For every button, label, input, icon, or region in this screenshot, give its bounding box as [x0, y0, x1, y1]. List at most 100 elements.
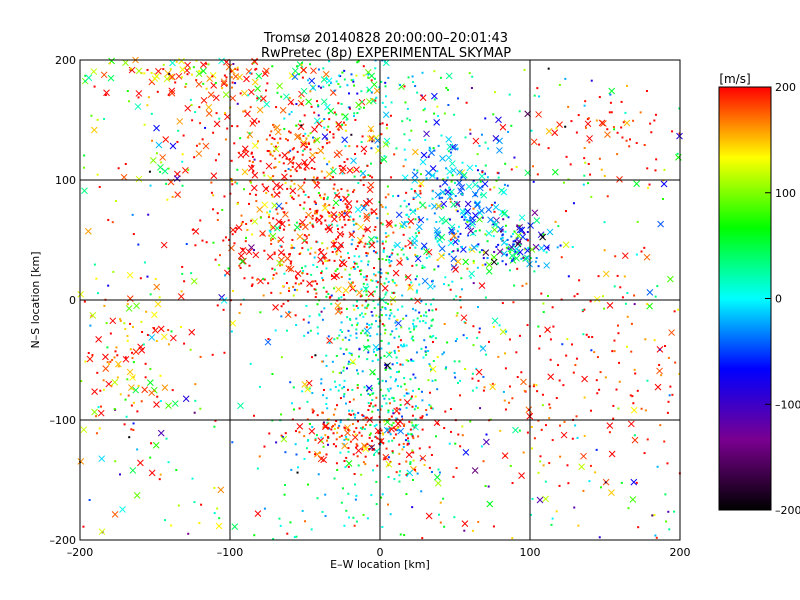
echo-dot — [387, 342, 390, 345]
echo-dot — [555, 397, 558, 400]
echo-dot — [453, 232, 456, 235]
echo-dot — [102, 388, 105, 391]
echo-dot — [380, 133, 383, 136]
echo-dot — [421, 71, 424, 74]
echo-cross — [414, 297, 421, 305]
echo-dot — [410, 358, 413, 361]
echo-dot — [389, 387, 392, 390]
echo-dot — [484, 233, 487, 236]
echo-dot — [414, 418, 417, 421]
echo-dot — [373, 77, 376, 80]
echo-dot — [533, 437, 536, 440]
echo-dot — [313, 256, 316, 259]
echo-dot — [324, 260, 327, 263]
echo-cross — [279, 106, 287, 114]
echo-cross — [218, 57, 225, 65]
echo-dot — [399, 533, 402, 536]
echo-cross — [630, 406, 638, 414]
echo-dot — [309, 329, 312, 332]
echo-dot — [335, 445, 338, 448]
echo-cross — [212, 94, 220, 102]
echo-dot — [302, 279, 305, 282]
echo-dot — [314, 453, 317, 456]
echo-dot — [399, 398, 402, 401]
echo-cross — [154, 300, 162, 308]
echo-dot — [287, 219, 290, 222]
echo-dot — [483, 386, 486, 389]
echo-dot — [616, 131, 619, 134]
echo-dot — [296, 471, 299, 474]
echo-dot — [249, 72, 252, 75]
echo-dot — [351, 324, 354, 327]
echo-cross — [275, 202, 283, 210]
echo-dot — [262, 294, 265, 297]
echo-cross — [308, 156, 316, 164]
echo-dot — [413, 408, 416, 411]
echo-dot — [505, 253, 508, 256]
echo-dot — [381, 223, 384, 226]
echo-dot — [87, 351, 90, 354]
echo-dot — [294, 282, 297, 285]
echo-cross — [200, 61, 207, 69]
echo-dot — [295, 324, 298, 327]
echo-dot — [332, 239, 335, 242]
echo-dot — [365, 307, 368, 310]
echo-dot — [360, 312, 363, 315]
echo-cross — [182, 395, 190, 403]
echo-cross — [322, 70, 330, 78]
echo-dot — [430, 471, 433, 474]
echo-dot — [320, 378, 323, 381]
echo-dot — [613, 350, 616, 353]
echo-dot — [396, 427, 399, 430]
echo-cross — [530, 138, 538, 146]
echo-cross — [85, 74, 93, 82]
echo-dot — [328, 259, 331, 262]
echo-dot — [626, 291, 629, 294]
echo-dot — [589, 173, 592, 176]
echo-dot — [406, 437, 409, 440]
echo-dot — [254, 68, 257, 71]
echo-dot — [185, 82, 188, 85]
echo-dot — [391, 278, 394, 281]
echo-cross — [335, 286, 342, 293]
echo-dot — [384, 206, 387, 209]
echo-dot — [410, 395, 413, 398]
echo-dot — [411, 405, 414, 408]
echo-dot — [516, 236, 519, 239]
echo-cross — [217, 486, 225, 494]
echo-cross — [342, 113, 349, 120]
echo-dot — [314, 210, 317, 213]
echo-dot — [317, 105, 320, 108]
echo-dot — [359, 295, 362, 298]
echo-dot — [392, 195, 395, 198]
echo-cross — [284, 311, 292, 319]
echo-dot — [326, 198, 329, 201]
echo-dot — [429, 335, 432, 338]
echo-dot — [124, 398, 127, 401]
echo-cross — [353, 166, 360, 173]
echo-dot — [144, 362, 147, 365]
echo-dot — [551, 306, 554, 309]
echo-dot — [381, 432, 384, 435]
echo-dot — [137, 96, 140, 99]
echo-dot — [232, 62, 235, 65]
echo-dot — [476, 153, 479, 156]
echo-dot — [314, 288, 317, 291]
echo-dot — [383, 397, 386, 400]
echo-cross — [411, 239, 418, 247]
echo-dot — [587, 182, 590, 185]
echo-cross — [411, 171, 419, 179]
echo-cross — [623, 119, 631, 127]
echo-dot — [484, 117, 487, 120]
echo-cross — [446, 193, 454, 201]
echo-dot — [351, 169, 354, 172]
echo-dot — [315, 292, 318, 295]
echo-dot — [321, 360, 324, 363]
echo-dot — [298, 252, 301, 255]
echo-cross — [513, 245, 520, 253]
echo-dot — [368, 448, 371, 451]
echo-dot — [323, 176, 326, 179]
echo-dot — [439, 501, 442, 504]
echo-dot — [347, 193, 350, 196]
echo-cross — [349, 358, 357, 366]
